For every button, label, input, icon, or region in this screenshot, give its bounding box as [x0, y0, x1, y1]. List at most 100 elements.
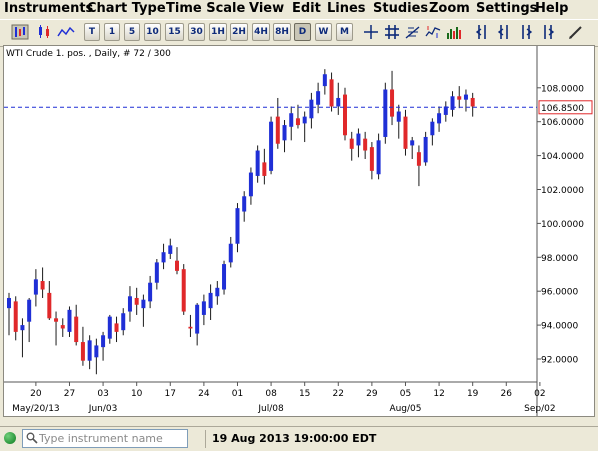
scroll-to-end-icon[interactable] [538, 23, 558, 41]
candle-bear[interactable] [188, 326, 193, 329]
candle-bear[interactable] [262, 162, 267, 176]
candle-bull[interactable] [336, 97, 341, 107]
candle-bear[interactable] [40, 281, 45, 290]
candle-bull[interactable] [269, 121, 274, 171]
candle-bear[interactable] [80, 342, 85, 361]
candle-bear[interactable] [457, 96, 462, 100]
chart-panel[interactable]: WTI Crude 1. pos. , Daily, # 72 / 300 92.… [3, 45, 595, 417]
candle-bull[interactable] [208, 292, 213, 309]
candle-bull[interactable] [289, 113, 294, 127]
candle-bear[interactable] [181, 269, 186, 312]
lines-tool-icon[interactable] [403, 23, 423, 41]
candle-bull[interactable] [235, 208, 240, 244]
studies-icon[interactable] [423, 23, 443, 41]
timeframe-button-4h[interactable]: 4H [252, 23, 270, 41]
menu-edit[interactable]: Edit [292, 1, 321, 16]
candle-bull[interactable] [322, 74, 327, 87]
candle-bull[interactable] [410, 140, 415, 146]
candle-bear[interactable] [403, 116, 408, 149]
menu-lines[interactable]: Lines [327, 1, 366, 16]
timeframe-button-w[interactable]: W [315, 23, 332, 41]
menu-zoom[interactable]: Zoom [429, 1, 470, 16]
candle-bull[interactable] [33, 279, 38, 295]
candle-bull[interactable] [121, 313, 126, 331]
timeframe-button-d[interactable]: D [294, 23, 311, 41]
candle-bear[interactable] [275, 116, 280, 144]
candle-bull[interactable] [101, 335, 106, 348]
candle-bear[interactable] [390, 89, 395, 117]
candle-bear[interactable] [13, 301, 18, 332]
candle-bull[interactable] [450, 96, 455, 110]
candle-bull[interactable] [302, 116, 307, 124]
candle-bull[interactable] [430, 121, 435, 136]
candle-bear[interactable] [416, 152, 421, 166]
candle-bear[interactable] [114, 323, 119, 332]
candle-bull[interactable] [141, 299, 146, 309]
candle-bull[interactable] [396, 111, 401, 122]
candle-bull[interactable] [215, 287, 220, 297]
timeframe-button-1[interactable]: 1 [104, 23, 120, 41]
candle-bull[interactable] [316, 91, 321, 105]
menu-settings[interactable]: Settings [476, 1, 538, 16]
candle-bull[interactable] [107, 316, 112, 339]
candle-bull[interactable] [127, 296, 132, 312]
candle-bull[interactable] [242, 196, 247, 212]
scroll-right-icon[interactable] [516, 23, 536, 41]
timeframe-button-m[interactable]: M [336, 23, 353, 41]
candle-bear[interactable] [470, 97, 475, 107]
candle-bull[interactable] [228, 243, 233, 263]
scroll-to-start-icon[interactable] [494, 23, 514, 41]
candle-bull[interactable] [67, 309, 72, 332]
candle-bear[interactable] [54, 318, 59, 322]
candle-bull[interactable] [356, 133, 361, 146]
timeframe-button-8h[interactable]: 8H [273, 23, 291, 41]
grid-icon[interactable] [382, 23, 402, 41]
timeframe-button-t[interactable]: T [84, 23, 100, 41]
candle-bull[interactable] [443, 106, 448, 115]
timeframe-button-5[interactable]: 5 [124, 23, 140, 41]
candle-bull[interactable] [201, 301, 206, 315]
candle-bull[interactable] [148, 282, 153, 302]
candle-bear[interactable] [369, 147, 374, 171]
candle-bull[interactable] [154, 262, 159, 283]
menu-instruments[interactable]: Instruments [4, 1, 94, 16]
candle-bull[interactable] [168, 245, 173, 254]
candle-bull[interactable] [255, 150, 260, 176]
menu-help[interactable]: Help [535, 1, 569, 16]
candle-bull[interactable] [7, 297, 11, 309]
candle-bear[interactable] [60, 325, 65, 329]
scroll-left-icon[interactable] [472, 23, 492, 41]
candle-bull[interactable] [87, 340, 92, 361]
candle-bull[interactable] [437, 113, 442, 124]
candle-bull[interactable] [248, 172, 253, 197]
candle-bear[interactable] [329, 79, 334, 107]
candle-bull[interactable] [94, 345, 99, 358]
menu-time-scale[interactable]: Time Scale [166, 1, 246, 16]
timeframe-button-30[interactable]: 30 [188, 23, 205, 41]
candle-bull[interactable] [309, 99, 314, 119]
instrument-search-input[interactable] [22, 429, 188, 448]
candle-bull[interactable] [282, 125, 287, 141]
candle-bear[interactable] [363, 138, 368, 151]
line-chart-icon[interactable] [56, 23, 76, 41]
timeframe-button-15[interactable]: 15 [165, 23, 184, 41]
menu-chart-type[interactable]: Chart Type [87, 1, 166, 16]
candle-bull[interactable] [222, 264, 227, 290]
candle-bull[interactable] [195, 304, 200, 334]
candle-bull[interactable] [383, 89, 388, 137]
timeframe-button-10[interactable]: 10 [144, 23, 161, 41]
candle-bear[interactable] [343, 94, 347, 136]
volume-icon[interactable] [444, 23, 464, 41]
candle-bull[interactable] [463, 94, 468, 100]
pen-icon[interactable] [566, 23, 586, 41]
menu-view[interactable]: View [249, 1, 285, 16]
candle-bull[interactable] [20, 325, 25, 331]
candle-bull[interactable] [27, 299, 32, 322]
candle-bear[interactable] [349, 138, 354, 149]
candle-bull[interactable] [376, 140, 381, 175]
bar-chart-icon[interactable] [10, 23, 30, 41]
candle-bear[interactable] [134, 297, 139, 305]
candle-bull[interactable] [161, 252, 166, 263]
crosshair-icon[interactable] [361, 23, 381, 41]
candle-bull[interactable] [423, 136, 428, 163]
